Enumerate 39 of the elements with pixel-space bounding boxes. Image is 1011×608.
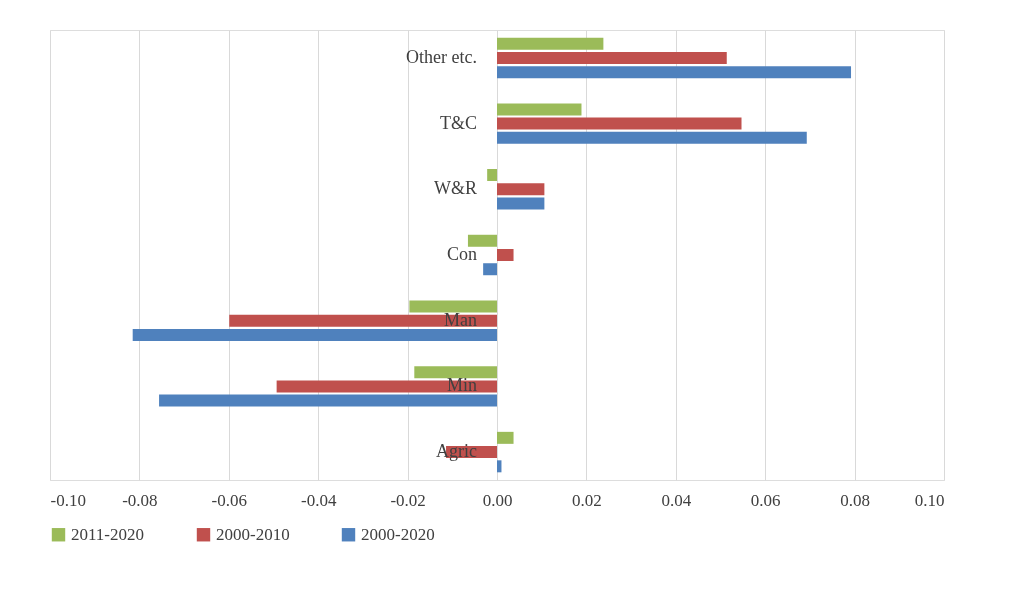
bar bbox=[467, 234, 497, 247]
x-tick-label: 0.00 bbox=[482, 490, 513, 510]
bar bbox=[229, 314, 497, 327]
bar bbox=[487, 169, 497, 182]
bar bbox=[276, 380, 497, 393]
bar bbox=[497, 103, 582, 116]
bar bbox=[497, 51, 727, 64]
x-tick-label: 0.02 bbox=[572, 490, 602, 510]
bar bbox=[497, 117, 742, 130]
bar bbox=[132, 328, 497, 341]
bar bbox=[159, 394, 497, 407]
x-tick-label: 0.08 bbox=[840, 490, 870, 510]
bar bbox=[483, 263, 497, 276]
legend-label: 2000-2020 bbox=[361, 524, 435, 544]
bar bbox=[497, 197, 545, 210]
y-tick-label: Min bbox=[446, 375, 477, 396]
x-tick-label: -0.02 bbox=[390, 490, 426, 510]
bar bbox=[409, 300, 497, 313]
y-tick-label: Man bbox=[444, 309, 477, 330]
x-tick-label: 0.04 bbox=[661, 490, 692, 510]
x-tick-label: 0.06 bbox=[750, 490, 781, 510]
y-tick-label: T&C bbox=[439, 112, 477, 133]
x-tick-label: 0.10 bbox=[914, 490, 945, 510]
bar bbox=[497, 431, 514, 444]
bar bbox=[497, 249, 514, 261]
x-tick-label: -0.08 bbox=[122, 490, 158, 510]
x-tick-label: -0.06 bbox=[211, 490, 248, 510]
y-tick-label: Other etc. bbox=[406, 46, 477, 67]
x-tick-label: -0.04 bbox=[300, 490, 337, 510]
bar bbox=[414, 366, 497, 379]
bar bbox=[497, 66, 852, 79]
x-tick-label: -0.10 bbox=[50, 490, 86, 510]
bar bbox=[497, 37, 604, 50]
y-tick-label: W&R bbox=[434, 178, 477, 199]
legend-label: 2011-2020 bbox=[71, 524, 145, 544]
bar bbox=[497, 183, 545, 196]
bar bbox=[497, 131, 807, 144]
legend-label: 2000-2010 bbox=[216, 524, 290, 544]
y-tick-label: Con bbox=[446, 244, 477, 264]
